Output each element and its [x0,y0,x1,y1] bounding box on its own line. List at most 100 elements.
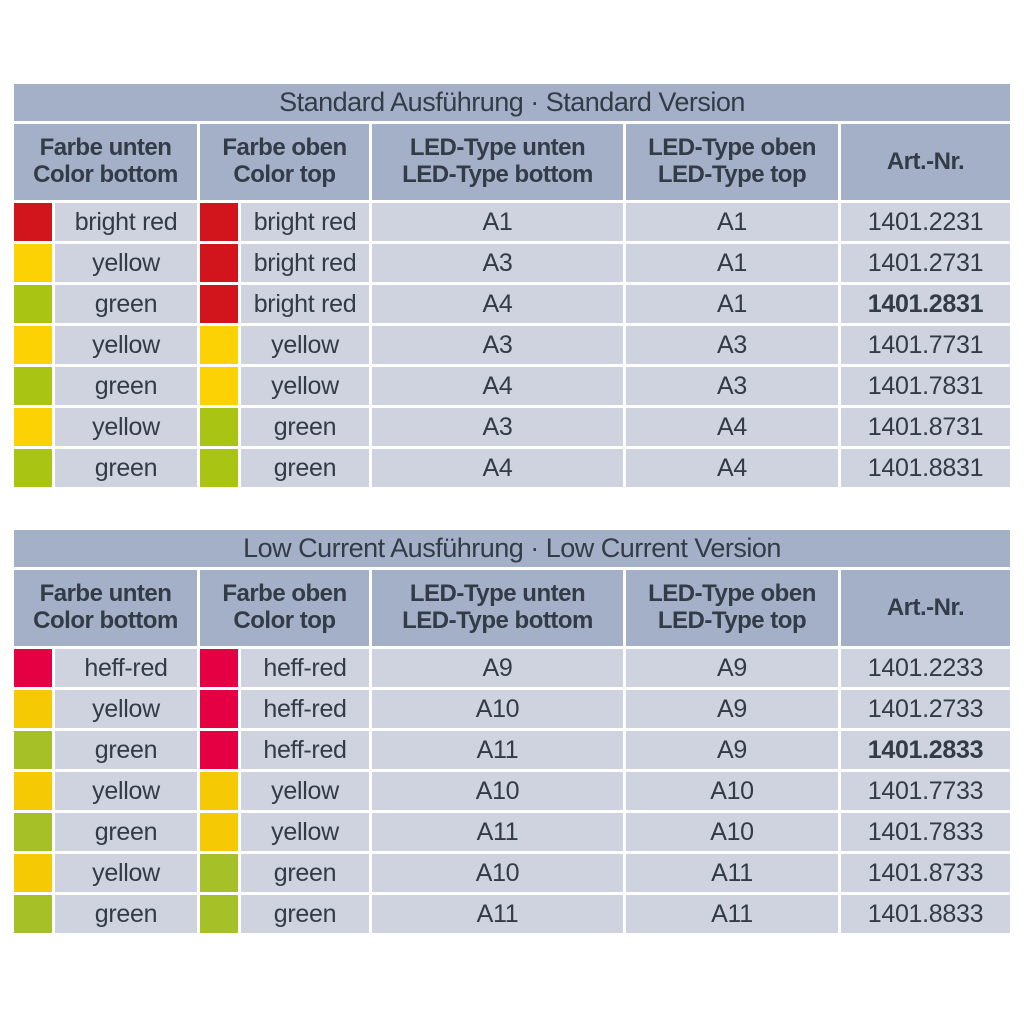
color-name-label: green [241,895,369,933]
color-swatch [14,244,52,282]
led-type-bottom-cell: A3 [372,408,623,446]
header-line2: Color bottom [33,607,178,634]
color-top-cell: yellow [200,813,369,851]
led-type-top-cell: A9 [626,731,838,769]
header-line1: Farbe oben [222,134,347,162]
color-name-label: yellow [241,367,369,405]
table-row: yellow yellow A10 A10 1401.7733 [14,772,1010,810]
color-swatch [14,854,52,892]
color-bottom-cell: green [14,285,197,323]
led-type-top-cell: A11 [626,895,838,933]
color-name-label: heff-red [241,690,369,728]
table-row: green yellow A4 A3 1401.7831 [14,367,1010,405]
table-row: heff-red heff-red A9 A9 1401.2233 [14,649,1010,687]
color-top-cell: yellow [200,326,369,364]
article-number-cell: 1401.8733 [841,854,1010,892]
header-line1: LED-Type oben [648,134,816,162]
header-cell: LED-Type oben LED-Type top [626,570,838,646]
color-swatch [14,449,52,487]
led-type-top-cell: A4 [626,408,838,446]
article-number-cell: 1401.2231 [841,203,1010,241]
article-number-cell: 1401.2831 [841,285,1010,323]
color-bottom-cell: green [14,367,197,405]
color-swatch [14,408,52,446]
color-top-cell: heff-red [200,649,369,687]
color-top-cell: heff-red [200,690,369,728]
header-line2: LED-Type bottom [402,161,593,188]
color-bottom-cell: green [14,731,197,769]
led-type-top-cell: A10 [626,813,838,851]
table-title: Low Current Ausführung · Low Current Ver… [14,530,1010,567]
color-name-label: green [55,367,197,405]
table-row: green green A11 A11 1401.8833 [14,895,1010,933]
led-type-bottom-cell: A10 [372,854,623,892]
header-line1: Farbe oben [222,580,347,608]
color-bottom-cell: heff-red [14,649,197,687]
table-row: green yellow A11 A10 1401.7833 [14,813,1010,851]
color-bottom-cell: yellow [14,244,197,282]
color-swatch [14,895,52,933]
table-body: bright red bright red A1 A1 1401.2231 yellow b… [14,203,1010,487]
color-name-label: bright red [241,203,369,241]
header-cell: Farbe oben Color top [200,570,369,646]
article-number-cell: 1401.2233 [841,649,1010,687]
color-swatch [200,367,238,405]
header-line2: Color top [233,607,336,634]
header-cell: Farbe unten Color bottom [14,124,197,200]
article-number-cell: 1401.2833 [841,731,1010,769]
table-header-row: Farbe unten Color bottom Farbe oben Color t… [14,570,1010,646]
article-number-cell: 1401.2733 [841,690,1010,728]
color-name-label: yellow [241,772,369,810]
color-swatch [200,731,238,769]
header-cell: LED-Type oben LED-Type top [626,124,838,200]
article-number-cell: 1401.7733 [841,772,1010,810]
color-swatch [200,772,238,810]
color-name-label: green [55,895,197,933]
color-top-cell: green [200,895,369,933]
color-name-label: green [55,285,197,323]
color-name-label: green [55,731,197,769]
led-type-bottom-cell: A11 [372,813,623,851]
led-type-bottom-cell: A4 [372,367,623,405]
color-top-cell: bright red [200,244,369,282]
header-line2: LED-Type top [657,161,807,188]
table-header-row: Farbe unten Color bottom Farbe oben Color t… [14,124,1010,200]
color-swatch [200,244,238,282]
color-swatch [14,690,52,728]
color-bottom-cell: green [14,813,197,851]
table-row: green heff-red A11 A9 1401.2833 [14,731,1010,769]
led-type-bottom-cell: A10 [372,690,623,728]
color-swatch [14,367,52,405]
color-swatch [14,326,52,364]
table-row: yellow green A10 A11 1401.8733 [14,854,1010,892]
color-top-cell: bright red [200,203,369,241]
color-name-label: yellow [55,244,197,282]
color-swatch [200,690,238,728]
color-name-label: heff-red [241,649,369,687]
color-name-label: green [241,408,369,446]
table-row: yellow heff-red A10 A9 1401.2733 [14,690,1010,728]
led-type-top-cell: A3 [626,326,838,364]
table-row: green green A4 A4 1401.8831 [14,449,1010,487]
header-cell: Art.-Nr. [841,570,1010,646]
color-top-cell: yellow [200,772,369,810]
color-bottom-cell: yellow [14,408,197,446]
header-line2: LED-Type top [657,607,807,634]
article-number-cell: 1401.8831 [841,449,1010,487]
color-swatch [14,772,52,810]
led-type-top-cell: A10 [626,772,838,810]
color-swatch [200,854,238,892]
header-line2: Color top [233,161,336,188]
article-number-cell: 1401.8833 [841,895,1010,933]
color-swatch [14,203,52,241]
header-cell: LED-Type unten LED-Type bottom [372,124,623,200]
led-type-bottom-cell: A1 [372,203,623,241]
color-bottom-cell: yellow [14,854,197,892]
color-name-label: heff-red [55,649,197,687]
color-swatch [14,285,52,323]
color-name-label: heff-red [241,731,369,769]
color-name-label: green [55,813,197,851]
color-swatch [14,649,52,687]
led-type-top-cell: A1 [626,244,838,282]
color-swatch [200,449,238,487]
